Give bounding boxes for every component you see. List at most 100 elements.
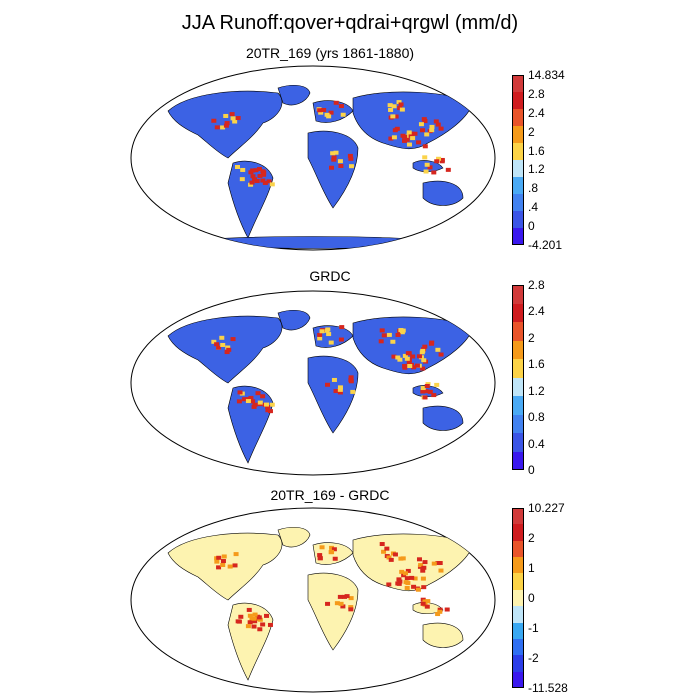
grid-cell [224, 350, 230, 355]
colorbar-label: 1.6 [528, 143, 545, 158]
grid-cell [411, 584, 417, 589]
grid-cell [344, 594, 350, 599]
grid-cell [395, 332, 401, 337]
grid-cell [328, 340, 334, 345]
grid-cell [438, 126, 444, 131]
grid-cell [418, 563, 424, 568]
grid-cell [235, 165, 240, 169]
grid-cell [397, 357, 403, 362]
grid-cell [428, 341, 434, 346]
colorbar-label: 2.8 [528, 278, 545, 292]
grid-cell [254, 179, 260, 184]
grid-cell [412, 131, 418, 136]
grid-cell [338, 337, 344, 342]
grid-cell [410, 136, 416, 141]
grid-cell [260, 622, 266, 627]
grid-cell [399, 107, 405, 112]
grid-cell [214, 559, 220, 564]
grid-cell [416, 557, 422, 562]
grid-cell [433, 119, 439, 124]
grid-cell [348, 607, 354, 612]
grid-cell [435, 122, 441, 127]
grid-cell [242, 397, 248, 402]
grid-cell [317, 556, 323, 561]
grid-cell [248, 182, 254, 187]
grid-cell [422, 119, 428, 124]
grid-cell [317, 108, 323, 113]
grid-cell [235, 619, 241, 624]
colorbar-label: -2 [528, 651, 539, 665]
grid-cell [329, 545, 335, 550]
colorbar-model: -4.201 0 .4 .8 1.2 1.6 2 2.4 2.8 14.834 [512, 69, 582, 251]
grid-cell [404, 356, 410, 361]
grid-cell [350, 389, 356, 394]
colorbar-label: 0 [528, 591, 535, 605]
colorbar-label: 10.227 [528, 501, 565, 515]
grid-cell [390, 114, 396, 119]
grid-cell [420, 386, 426, 391]
grid-cell [236, 399, 242, 404]
grid-cell [328, 110, 334, 115]
grid-cell [249, 180, 255, 185]
grid-cell [226, 347, 232, 352]
grid-cell [269, 402, 275, 407]
land-mass [422, 405, 464, 431]
colorbar-label: 2.4 [528, 105, 545, 120]
colorbar-label: 2.4 [528, 304, 545, 319]
grid-cell [331, 155, 337, 160]
grid-cell [333, 150, 339, 155]
grid-cell [253, 168, 259, 173]
grid-cell [340, 604, 346, 609]
grid-cell [437, 561, 443, 566]
grid-cell [429, 128, 435, 133]
grid-cell [431, 170, 437, 175]
grid-cell [386, 555, 392, 560]
grid-cell [264, 613, 270, 618]
grid-cell [396, 100, 402, 105]
grid-cell [229, 112, 235, 117]
grid-cell [257, 627, 263, 632]
grid-cell [434, 159, 440, 164]
land-mass [352, 91, 474, 150]
grid-cell [318, 110, 324, 115]
grid-cell [225, 345, 231, 350]
grid-cell [260, 394, 266, 399]
land-mass [167, 315, 283, 384]
land-mass [422, 622, 464, 648]
grid-cell [252, 619, 258, 624]
grid-cell [240, 167, 246, 172]
colorbar-label: .4 [528, 200, 539, 215]
colorbar-frame [512, 75, 524, 245]
colorbar-label: 1.6 [528, 357, 545, 372]
grid-cell [402, 353, 408, 358]
grid-cell [338, 601, 344, 606]
grid-cell [424, 162, 430, 167]
grid-cell [348, 156, 354, 161]
grid-cell [414, 363, 420, 368]
grid-cell [260, 178, 266, 183]
grid-cell [387, 103, 393, 108]
grid-cell [339, 325, 345, 330]
grid-cell [337, 387, 343, 392]
grid-cell [391, 104, 397, 109]
grid-cell [227, 564, 233, 569]
colorbar-label: -4.201 [528, 238, 563, 252]
grid-cell [406, 130, 412, 135]
grid-cell [348, 164, 354, 169]
colorbar-obs: 0 0.4 0.8 1.2 1.6 2 2.4 2.8 [512, 279, 582, 476]
grid-cell [431, 393, 437, 398]
grid-cell [211, 339, 217, 344]
colorbar-frame [512, 508, 524, 688]
grid-cell [421, 565, 427, 570]
grid-cell [420, 366, 426, 371]
grid-cell [386, 332, 392, 337]
panel-title-diff: 20TR_169 - GRDC [270, 487, 390, 503]
grid-cell [334, 601, 340, 606]
grid-cell [379, 542, 385, 547]
map-panel-obs [130, 290, 496, 476]
grid-cell [328, 165, 334, 170]
grid-cell [342, 594, 348, 599]
colorbar-label: -11.528 [528, 681, 568, 695]
grid-cell [266, 179, 272, 184]
grid-cell [395, 355, 401, 360]
